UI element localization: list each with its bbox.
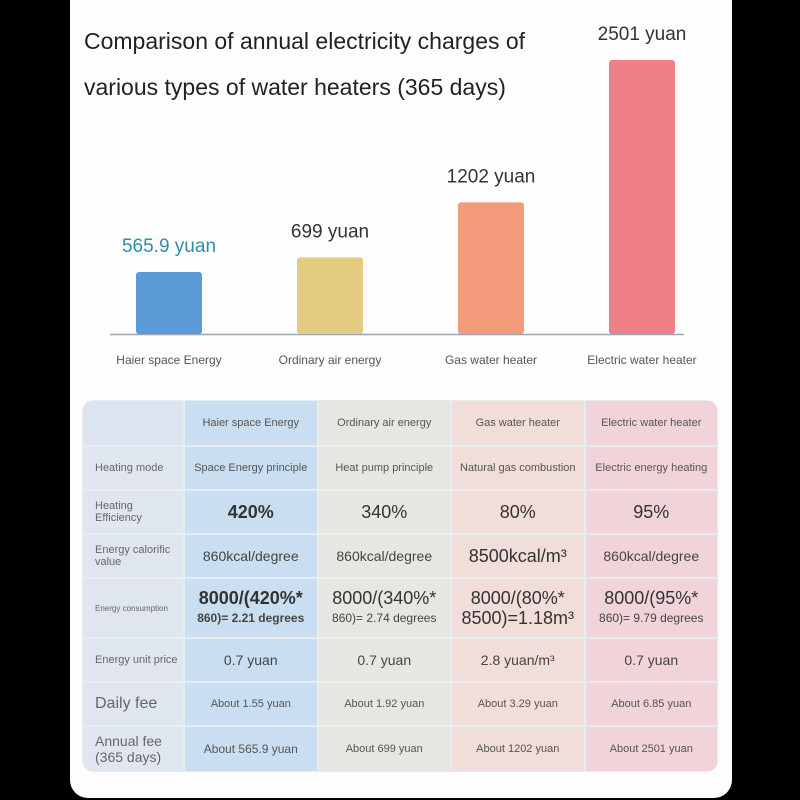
table-cell: 340% <box>318 491 450 533</box>
table-cell: About 565.9 yuan <box>185 727 317 771</box>
comparison-table: Haier space Energy Ordinary air energy G… <box>82 400 718 772</box>
table-cell: 95% <box>585 491 717 533</box>
bar <box>297 257 363 334</box>
row-header: Heating mode <box>83 447 183 489</box>
formula-result: 860)= 9.79 degrees <box>599 611 704 625</box>
row-header: Heating Efficiency <box>83 491 183 533</box>
value-label: 2501 yuan <box>598 24 687 45</box>
table-cell: 8000/(340%* 860)= 2.74 degrees <box>318 579 450 637</box>
row-header: Annual fee (365 days) <box>83 727 183 771</box>
table-cell: Natural gas combustion <box>452 447 584 489</box>
table-corner <box>83 401 183 445</box>
table-cell: Electric energy heating <box>585 447 717 489</box>
formula-result: 8500)=1.18m³ <box>461 608 575 628</box>
formula-result: 860)= 2.74 degrees <box>332 611 437 625</box>
column-header: Electric water heater <box>585 401 717 445</box>
table-cell: About 1.55 yuan <box>185 683 317 725</box>
table-cell: Space Energy principle <box>185 447 317 489</box>
formula-result: 860)= 2.21 degrees <box>197 611 305 625</box>
table-cell: 8500kcal/m³ <box>452 535 584 577</box>
bar-chart: 565.9 yuan Haier space Energy 699 yuan Ordi… <box>110 24 697 367</box>
table-cell: 8000/(420%* 860)= 2.21 degrees <box>185 579 317 637</box>
table-cell: About 3.29 yuan <box>452 683 584 725</box>
table-cell: 0.7 yuan <box>185 639 317 681</box>
comparison-card: Comparison of annual electricity charges… <box>70 0 732 798</box>
row-header: Energy consumption <box>83 579 183 637</box>
table-cell: 860kcal/degree <box>318 535 450 577</box>
table-cell: 2.8 yuan/m³ <box>452 639 584 681</box>
table-cell: 860kcal/degree <box>185 535 317 577</box>
table-cell: About 699 yuan <box>318 727 450 771</box>
category-label: Electric water heater <box>587 353 696 367</box>
table-row: Annual fee (365 days) About 565.9 yuan A… <box>83 727 717 771</box>
table-cell: 420% <box>185 491 317 533</box>
value-label: 1202 yuan <box>447 166 536 187</box>
table-row: Energy unit price 0.7 yuan 0.7 yuan 2.8 … <box>83 639 717 681</box>
row-header: Daily fee <box>83 683 183 725</box>
table-cell: Heat pump principle <box>318 447 450 489</box>
table-row: Heating mode Space Energy principle Heat… <box>83 447 717 489</box>
value-label: 699 yuan <box>291 221 369 242</box>
bar <box>136 272 202 334</box>
category-label: Ordinary air energy <box>279 353 382 367</box>
column-header: Haier space Energy <box>185 401 317 445</box>
table-cell: 80% <box>452 491 584 533</box>
table-cell: About 6.85 yuan <box>585 683 717 725</box>
formula-main: 8000/(95%* <box>604 588 699 608</box>
formula-main: 8000/(80%* <box>470 588 565 608</box>
table-cell: About 1202 yuan <box>452 727 584 771</box>
row-header: Energy calorific value <box>83 535 183 577</box>
category-label: Gas water heater <box>445 353 537 367</box>
column-header: Gas water heater <box>452 401 584 445</box>
table-cell: 0.7 yuan <box>585 639 717 681</box>
table-cell: About 2501 yuan <box>585 727 717 771</box>
row-header: Energy unit price <box>83 639 183 681</box>
table-row: Daily fee About 1.55 yuan About 1.92 yua… <box>83 683 717 725</box>
table-cell: About 1.92 yuan <box>318 683 450 725</box>
table-row: Energy consumption 8000/(420%* 860)= 2.2… <box>83 579 717 637</box>
chart-title: Comparison of annual electricity charges… <box>84 28 526 100</box>
table-row: Heating Efficiency 420% 340% 80% 95% <box>83 491 717 533</box>
bar <box>458 202 524 334</box>
table-cell: 8000/(95%* 860)= 9.79 degrees <box>585 579 717 637</box>
table-cell: 8000/(80%* 8500)=1.18m³ <box>452 579 584 637</box>
table-header-row: Haier space Energy Ordinary air energy G… <box>83 401 717 445</box>
column-header: Ordinary air energy <box>318 401 450 445</box>
bar <box>609 60 675 334</box>
formula-main: 8000/(420%* <box>198 588 303 608</box>
table-cell: 860kcal/degree <box>585 535 717 577</box>
table-row: Energy calorific value 860kcal/degree 86… <box>83 535 717 577</box>
category-label: Haier space Energy <box>116 353 221 367</box>
table-cell: 0.7 yuan <box>318 639 450 681</box>
value-label: 565.9 yuan <box>122 236 216 257</box>
formula-main: 8000/(340%* <box>332 588 437 608</box>
